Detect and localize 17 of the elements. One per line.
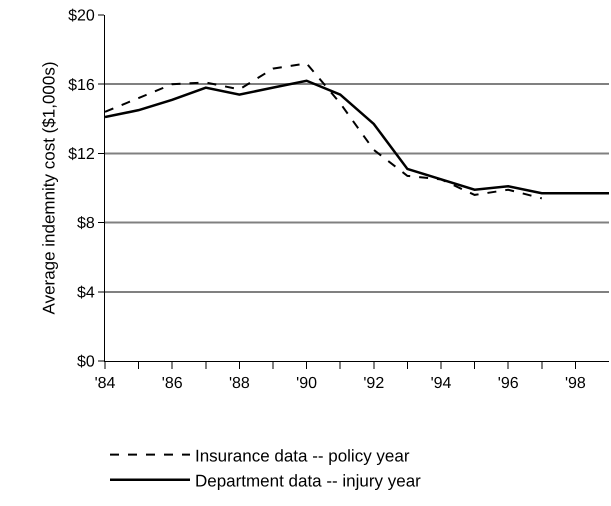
x-tick-label: '86 xyxy=(162,375,183,392)
y-tick-label: $16 xyxy=(68,76,95,94)
x-tick-label: '94 xyxy=(430,375,452,392)
x-tick-label: '88 xyxy=(228,375,250,392)
y-tick-label: $4 xyxy=(77,284,95,302)
x-tick-label: '96 xyxy=(498,375,519,392)
legend-label: Insurance data -- policy year xyxy=(195,446,410,466)
y-tick-label: $12 xyxy=(68,146,95,163)
legend-label: Department data -- injury year xyxy=(195,471,422,490)
y-tick-label: $20 xyxy=(68,8,95,25)
y-tick-label: $8 xyxy=(77,215,95,232)
x-tick-label: '84 xyxy=(94,375,116,392)
x-tick-label: '98 xyxy=(564,375,586,392)
x-tick-label: '92 xyxy=(363,375,384,392)
y-axis-title: Average indemnity cost ($1,000s) xyxy=(40,62,59,314)
y-tick-label: $0 xyxy=(77,354,95,371)
x-tick-label: '90 xyxy=(296,375,318,392)
